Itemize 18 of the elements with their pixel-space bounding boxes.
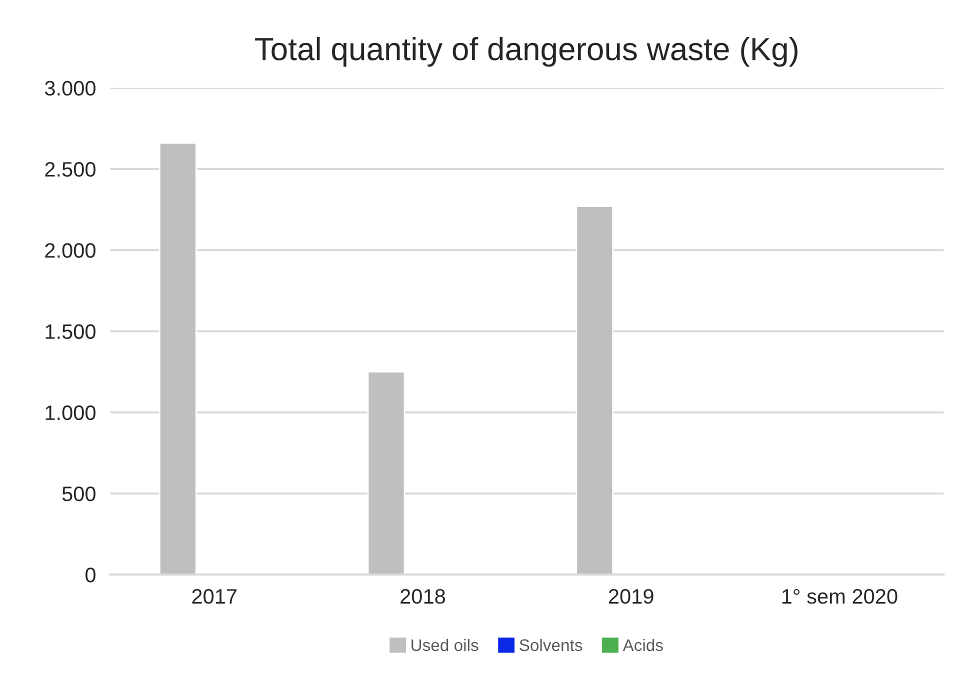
y-tick-label: 0 (86, 568, 96, 582)
x-tick-label: 1° sem 2020 (782, 589, 898, 604)
y-tick-label: 1.500 (46, 324, 96, 339)
bar (158, 142, 197, 575)
x-tick-label: 2017 (192, 589, 236, 604)
y-tick-label: 1.000 (46, 405, 96, 420)
bar (576, 206, 614, 575)
x-tick-label: 2019 (608, 589, 654, 604)
y-tick-label: 3.000 (44, 80, 96, 96)
legend-label: Solvents (520, 638, 582, 652)
y-tick-label: 2.500 (45, 162, 96, 177)
chart-title: Total quantity of dangerous waste (Kg) (255, 36, 798, 67)
x-tick-label: 2018 (400, 589, 445, 604)
legend-label: Used oils (412, 638, 478, 652)
y-tick-label: 2.000 (45, 243, 96, 258)
y-tick-label: 500 (62, 486, 96, 502)
legend-label: Acids (622, 638, 663, 652)
bar (367, 371, 406, 575)
